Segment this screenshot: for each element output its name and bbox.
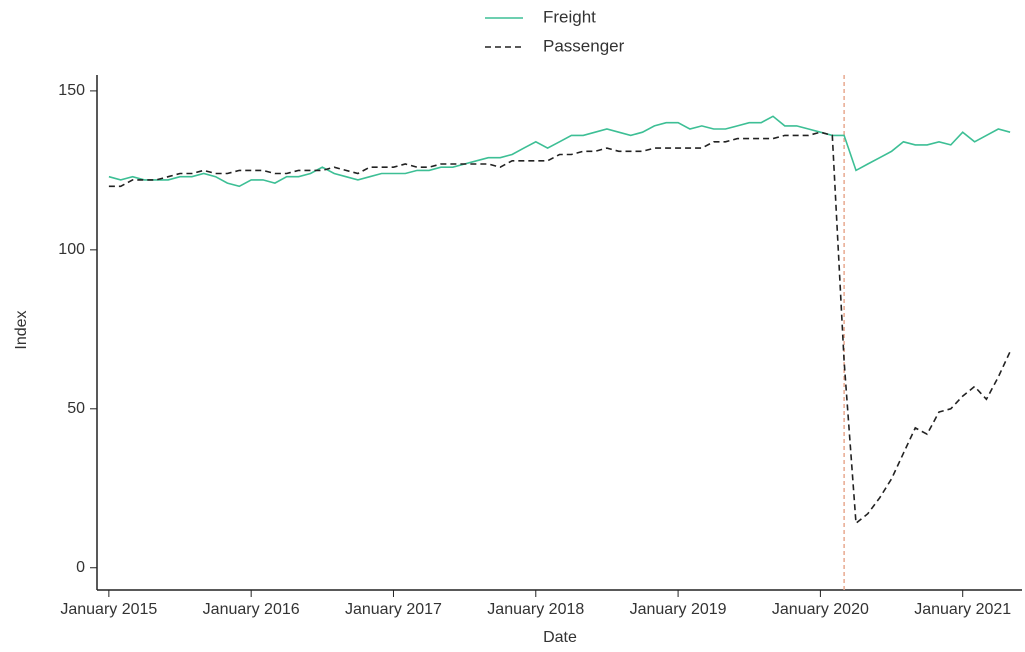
x-tick-label: January 2020 — [772, 601, 869, 618]
y-tick-label: 100 — [58, 241, 85, 258]
legend-label: Freight — [543, 7, 596, 26]
series-line — [108, 115, 1011, 188]
y-tick-label: 0 — [76, 559, 85, 576]
series-line — [108, 131, 1011, 525]
x-tick-label: January 2019 — [630, 601, 727, 618]
x-axis-label: Date — [543, 629, 577, 646]
x-tick-label: January 2016 — [203, 601, 300, 618]
legend-label: Passenger — [543, 36, 625, 55]
x-tick-label: January 2018 — [487, 601, 584, 618]
y-tick-label: 150 — [58, 82, 85, 99]
x-tick-label: January 2017 — [345, 601, 442, 618]
y-tick-label: 50 — [67, 400, 85, 417]
x-tick-label: January 2021 — [914, 601, 1011, 618]
y-axis-label: Index — [13, 310, 30, 349]
x-tick-label: January 2015 — [60, 601, 157, 618]
